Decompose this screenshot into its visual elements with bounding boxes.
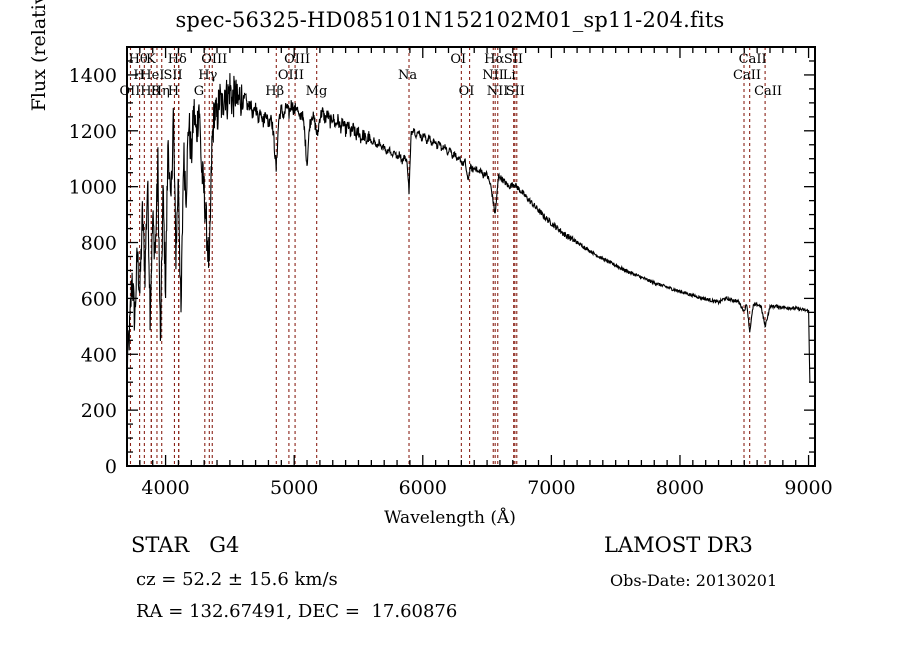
- line-label-Hγ: Hγ: [198, 68, 218, 83]
- svg-text:1200: 1200: [69, 121, 117, 143]
- line-label-Hα: Hα: [484, 52, 505, 67]
- x-axis-label: Wavelength (Å): [384, 508, 516, 528]
- line-label-H: H: [167, 84, 180, 99]
- line-label-SII: SII: [503, 52, 524, 67]
- svg-text:4000: 4000: [141, 477, 189, 499]
- svg-text:9000: 9000: [784, 477, 832, 499]
- line-label-Na: Na: [398, 68, 418, 83]
- object-type: STAR G4: [131, 533, 240, 557]
- line-label-OI: OI: [450, 52, 467, 67]
- line-label-H: H: [133, 68, 145, 83]
- line-label-OIII: OIII: [201, 52, 228, 67]
- axis-tick-labels: 4000 5000 6000 7000 8000 9000 0 200 400 600 800 100…: [69, 65, 833, 499]
- line-label-CaII: CaII: [738, 52, 767, 67]
- line-label-H8: H8: [140, 84, 160, 99]
- page-title: spec-56325-HD085101N152102M01_sp11-204.f…: [175, 8, 725, 32]
- line-label-CaII: CaII: [754, 84, 783, 99]
- line-label-Mg: Mg: [305, 84, 328, 99]
- svg-text:6000: 6000: [399, 477, 447, 499]
- svg-text:400: 400: [81, 344, 117, 366]
- plot-frame: [126, 46, 816, 467]
- coordinates: RA = 132.67491, DEC = 17.60876: [136, 601, 458, 622]
- svg-text:600: 600: [81, 288, 117, 310]
- line-label-HeI: HeI: [140, 68, 165, 83]
- svg-text:5000: 5000: [270, 477, 318, 499]
- flux-curve: [126, 73, 811, 383]
- svg-text:8000: 8000: [656, 477, 704, 499]
- line-label-Li: Li: [502, 68, 516, 83]
- svg-text:0: 0: [105, 456, 117, 478]
- line-label-Hη: Hη: [150, 84, 170, 99]
- line-label-Hθ: Hθ: [128, 52, 148, 67]
- spectral-line-markers: [129, 47, 766, 466]
- svg-text:1000: 1000: [69, 177, 117, 199]
- line-label-NII: NII: [486, 84, 509, 99]
- observation-date: Obs-Date: 20130201: [610, 571, 778, 590]
- line-label-Hβ: Hβ: [265, 84, 285, 99]
- line-label-OIII: OIII: [284, 52, 311, 67]
- line-label-Hδ: Hδ: [167, 52, 187, 67]
- survey-name: LAMOST DR3: [604, 533, 753, 557]
- y-axis-label: Flux (relative): [28, 0, 50, 112]
- redshift-velocity: cz = 52.2 ± 15.6 km/s: [136, 569, 338, 590]
- line-label-G: G: [193, 84, 205, 99]
- line-label-SII: SII: [163, 68, 183, 83]
- axis-ticks: [127, 46, 815, 467]
- svg-text:7000: 7000: [527, 477, 575, 499]
- line-label-OI: OI: [458, 84, 475, 99]
- line-label-OII: OII: [119, 84, 141, 99]
- svg-text:1400: 1400: [69, 65, 117, 87]
- line-label-K: K: [145, 52, 156, 67]
- svg-text:200: 200: [81, 400, 117, 422]
- line-label-OIII: OIII: [277, 68, 304, 83]
- line-label-SII: SII: [505, 84, 525, 99]
- line-label-NII: NII: [482, 68, 504, 83]
- line-label-CaII: CaII: [733, 68, 761, 83]
- svg-text:800: 800: [81, 233, 117, 255]
